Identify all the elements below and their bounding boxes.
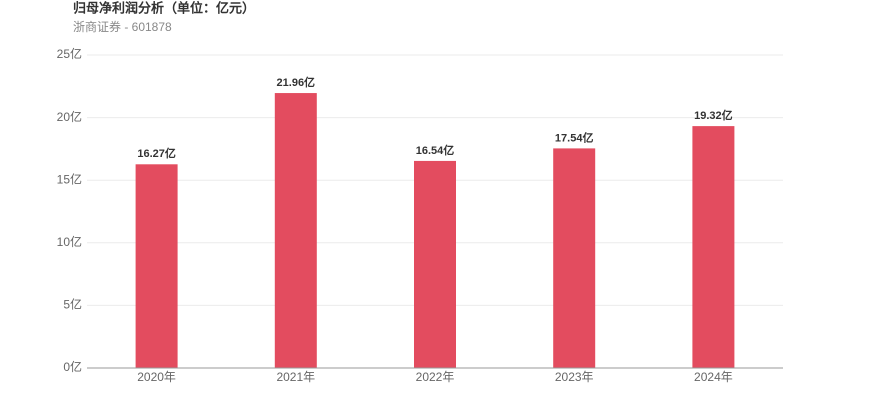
value-label: 19.32亿: [694, 108, 733, 122]
y-tick-label: 25亿: [57, 46, 82, 61]
bar: [553, 148, 596, 368]
x-tick-label: 2021年: [276, 370, 315, 384]
bar: [274, 93, 317, 369]
value-label: 16.54亿: [416, 143, 455, 157]
chart-subtitle: 浙商证券 - 601878: [73, 19, 172, 34]
x-tick-label: 2023年: [555, 370, 594, 384]
y-tick-label: 10亿: [57, 234, 82, 249]
x-tick-label: 2024年: [694, 370, 733, 384]
value-label: 21.96亿: [277, 75, 316, 89]
value-label: 17.54亿: [555, 130, 594, 144]
bar: [135, 164, 178, 368]
y-tick-label: 15亿: [57, 171, 82, 186]
y-tick-label: 0亿: [63, 359, 82, 374]
chart-title: 归母净利润分析（单位：亿元）: [73, 0, 255, 15]
bar: [692, 126, 735, 368]
value-label: 16.27亿: [137, 146, 176, 160]
x-tick-label: 2020年: [137, 370, 176, 384]
y-tick-label: 20亿: [57, 109, 82, 124]
y-tick-label: 5亿: [63, 297, 82, 312]
bar: [414, 160, 456, 368]
x-tick-label: 2022年: [416, 370, 455, 384]
